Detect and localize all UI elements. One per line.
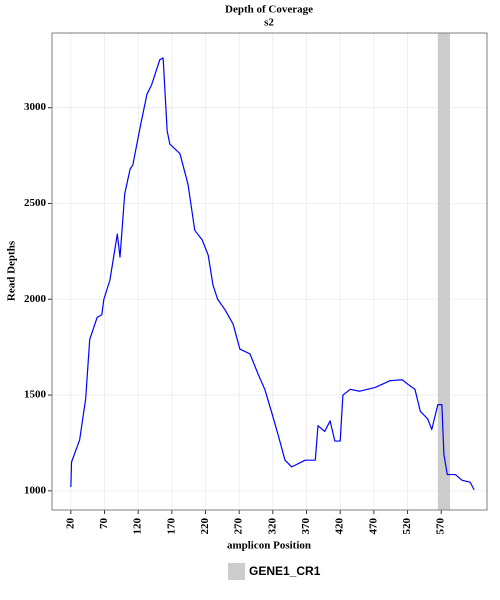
legend-label: GENE1_CR1	[249, 564, 321, 578]
x-tick-label: 420	[334, 518, 346, 535]
x-tick-label: 520	[401, 518, 413, 535]
y-tick-label: 2000	[24, 293, 47, 305]
x-tick-label: 320	[266, 518, 278, 535]
y-axis-label: Read Depths	[6, 240, 18, 301]
x-axis-label: amplicon Position	[227, 540, 311, 552]
x-tick-label: 70	[98, 518, 110, 530]
x-tick-label: 570	[435, 518, 447, 535]
chart-title: Depth of Coverage	[225, 4, 313, 16]
y-tick-label: 1500	[24, 389, 47, 401]
x-tick-label: 370	[300, 518, 312, 535]
chart-subtitle: s2	[264, 17, 274, 29]
line	[70, 57, 475, 491]
legend-swatch	[228, 563, 245, 580]
plot-background	[52, 33, 487, 510]
y-tick-label: 2500	[24, 197, 47, 209]
x-tick-label: 270	[233, 518, 245, 535]
x-tick-label: 470	[367, 518, 379, 535]
x-tick-label: 120	[132, 518, 144, 535]
x-tick-label: 220	[199, 518, 211, 535]
y-tick-label: 1000	[24, 484, 47, 496]
x-tick-label: 170	[165, 518, 177, 535]
band	[437, 33, 450, 510]
y-tick-label: 3000	[24, 101, 47, 113]
x-tick-label: 20	[64, 518, 76, 530]
plot-border	[51, 32, 488, 511]
